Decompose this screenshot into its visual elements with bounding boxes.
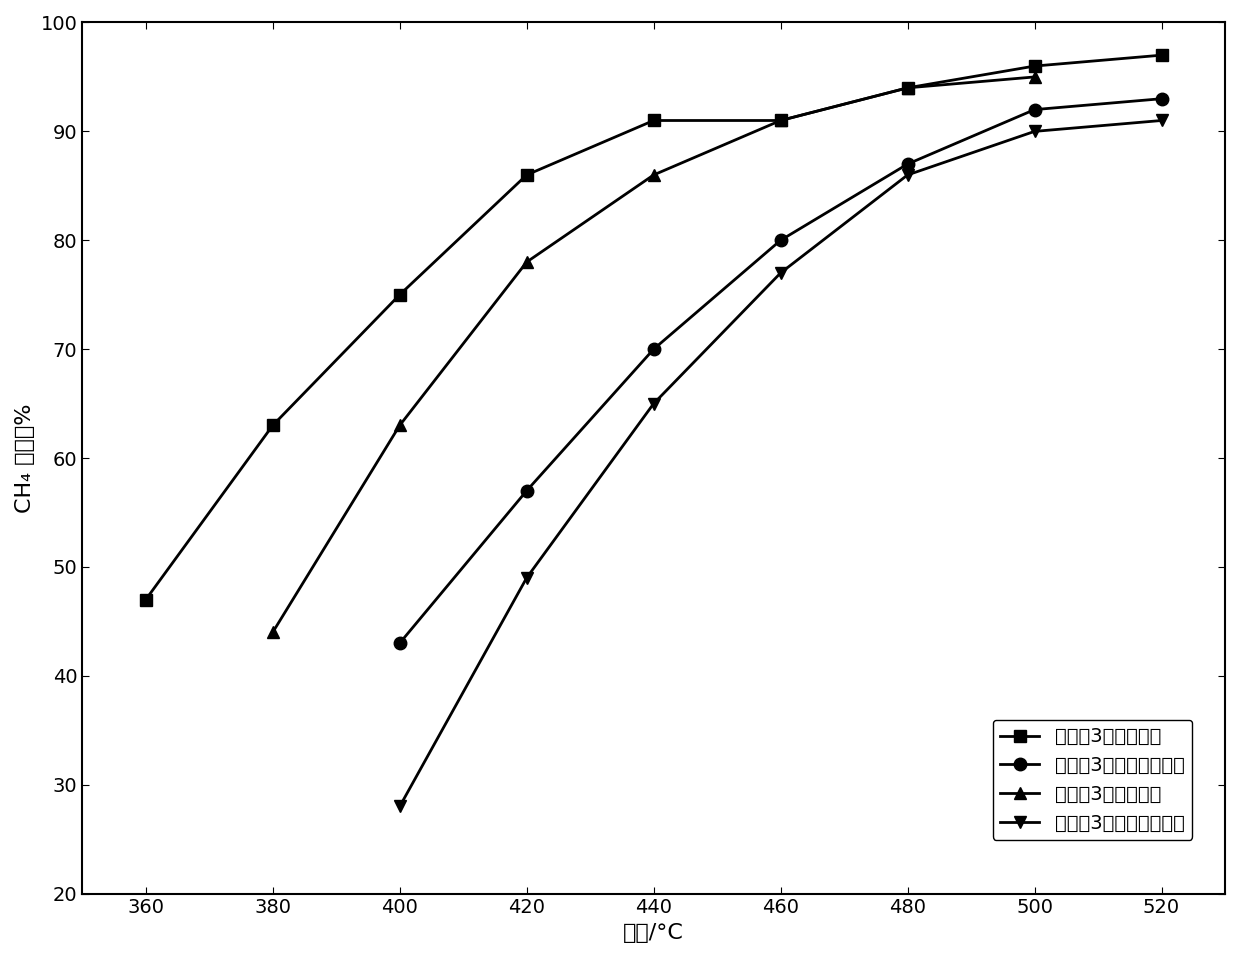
Line: 对比例3水热老化催化剂: 对比例3水热老化催化剂 — [393, 114, 1168, 812]
Legend: 实施例3新鲜催化剂, 实施例3水热老化催化剂, 对比例3新鲜催化剂, 对比例3水热老化催化剂: 实施例3新鲜催化剂, 实施例3水热老化催化剂, 对比例3新鲜催化剂, 对比例3水… — [992, 719, 1193, 840]
实施例3水热老化催化剂 — [1027, 103, 1042, 115]
对比例3水热老化催化剂 — [646, 398, 661, 409]
实施例3水热老化催化剂 — [520, 485, 534, 496]
对比例3新鲜催化剂 — [392, 420, 407, 431]
对比例3水热老化催化剂 — [1027, 125, 1042, 137]
Line: 实施例3水热老化催化剂: 实施例3水热老化催化剂 — [393, 93, 1168, 650]
X-axis label: 温度/°C: 温度/°C — [624, 923, 684, 943]
Y-axis label: CH₄ 转化率%: CH₄ 转化率% — [15, 403, 35, 513]
对比例3水热老化催化剂 — [774, 267, 789, 279]
实施例3新鲜催化剂 — [774, 115, 789, 126]
对比例3水热老化催化剂 — [900, 170, 915, 181]
Line: 对比例3新鲜催化剂: 对比例3新鲜催化剂 — [267, 71, 1040, 639]
对比例3水热老化催化剂 — [1154, 115, 1169, 126]
实施例3新鲜催化剂 — [520, 170, 534, 181]
对比例3水热老化催化剂 — [520, 572, 534, 583]
对比例3新鲜催化剂 — [900, 82, 915, 94]
实施例3水热老化催化剂 — [900, 158, 915, 170]
对比例3水热老化催化剂 — [392, 801, 407, 812]
实施例3新鲜催化剂 — [646, 115, 661, 126]
实施例3水热老化催化剂 — [774, 235, 789, 246]
对比例3新鲜催化剂 — [520, 257, 534, 268]
对比例3新鲜催化剂 — [265, 627, 280, 638]
对比例3新鲜催化剂 — [774, 115, 789, 126]
实施例3水热老化催化剂 — [646, 343, 661, 354]
对比例3新鲜催化剂 — [1027, 71, 1042, 82]
实施例3水热老化催化剂 — [392, 637, 407, 649]
实施例3新鲜催化剂 — [392, 289, 407, 301]
对比例3新鲜催化剂 — [646, 170, 661, 181]
实施例3新鲜催化剂 — [1027, 60, 1042, 72]
实施例3新鲜催化剂 — [1154, 50, 1169, 61]
实施例3水热老化催化剂 — [1154, 93, 1169, 104]
实施例3新鲜催化剂 — [139, 594, 154, 605]
实施例3新鲜催化剂 — [265, 420, 280, 431]
实施例3新鲜催化剂 — [900, 82, 915, 94]
Line: 实施例3新鲜催化剂: 实施例3新鲜催化剂 — [140, 49, 1168, 605]
